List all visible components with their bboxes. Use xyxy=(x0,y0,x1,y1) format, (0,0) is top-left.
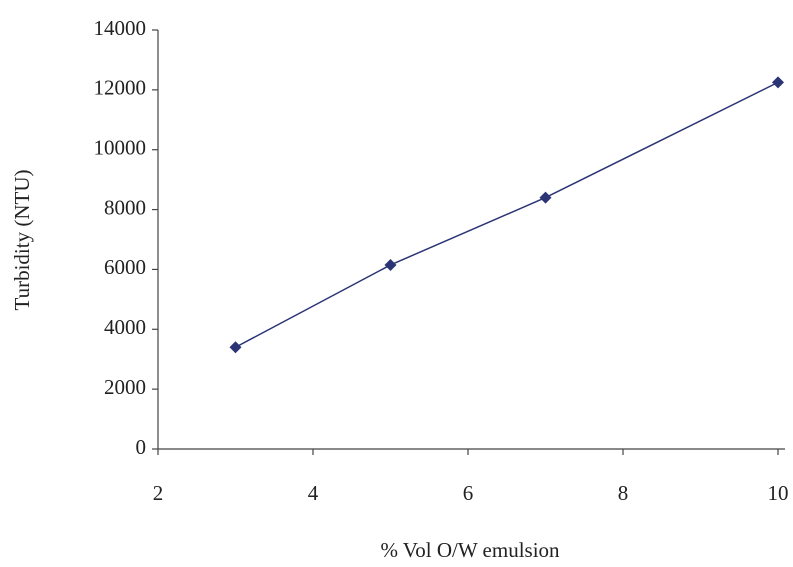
series-line xyxy=(236,82,779,347)
y-tick-label: 0 xyxy=(136,435,147,459)
y-tick-label: 12000 xyxy=(94,76,147,100)
data-point xyxy=(385,259,397,271)
y-tick-label: 14000 xyxy=(94,16,147,40)
x-tick-label: 2 xyxy=(153,481,164,505)
y-tick-label: 4000 xyxy=(104,315,146,339)
y-tick-label: 2000 xyxy=(104,375,146,399)
y-tick-label: 6000 xyxy=(104,255,146,279)
x-tick-label: 10 xyxy=(768,481,789,505)
data-point xyxy=(540,192,552,204)
y-tick-label: 10000 xyxy=(94,136,147,160)
y-axis-label: Turbidity (NTU) xyxy=(10,170,34,311)
x-tick-label: 6 xyxy=(463,481,474,505)
x-tick-label: 4 xyxy=(308,481,319,505)
y-tick-label: 8000 xyxy=(104,195,146,219)
x-tick-label: 8 xyxy=(618,481,629,505)
chart: % Vol O/W emulsion Turbidity (NTU) 0 2000… xyxy=(0,0,793,567)
x-axis-label: % Vol O/W emulsion xyxy=(380,538,560,562)
data-point xyxy=(772,76,784,88)
data-point xyxy=(230,341,242,353)
